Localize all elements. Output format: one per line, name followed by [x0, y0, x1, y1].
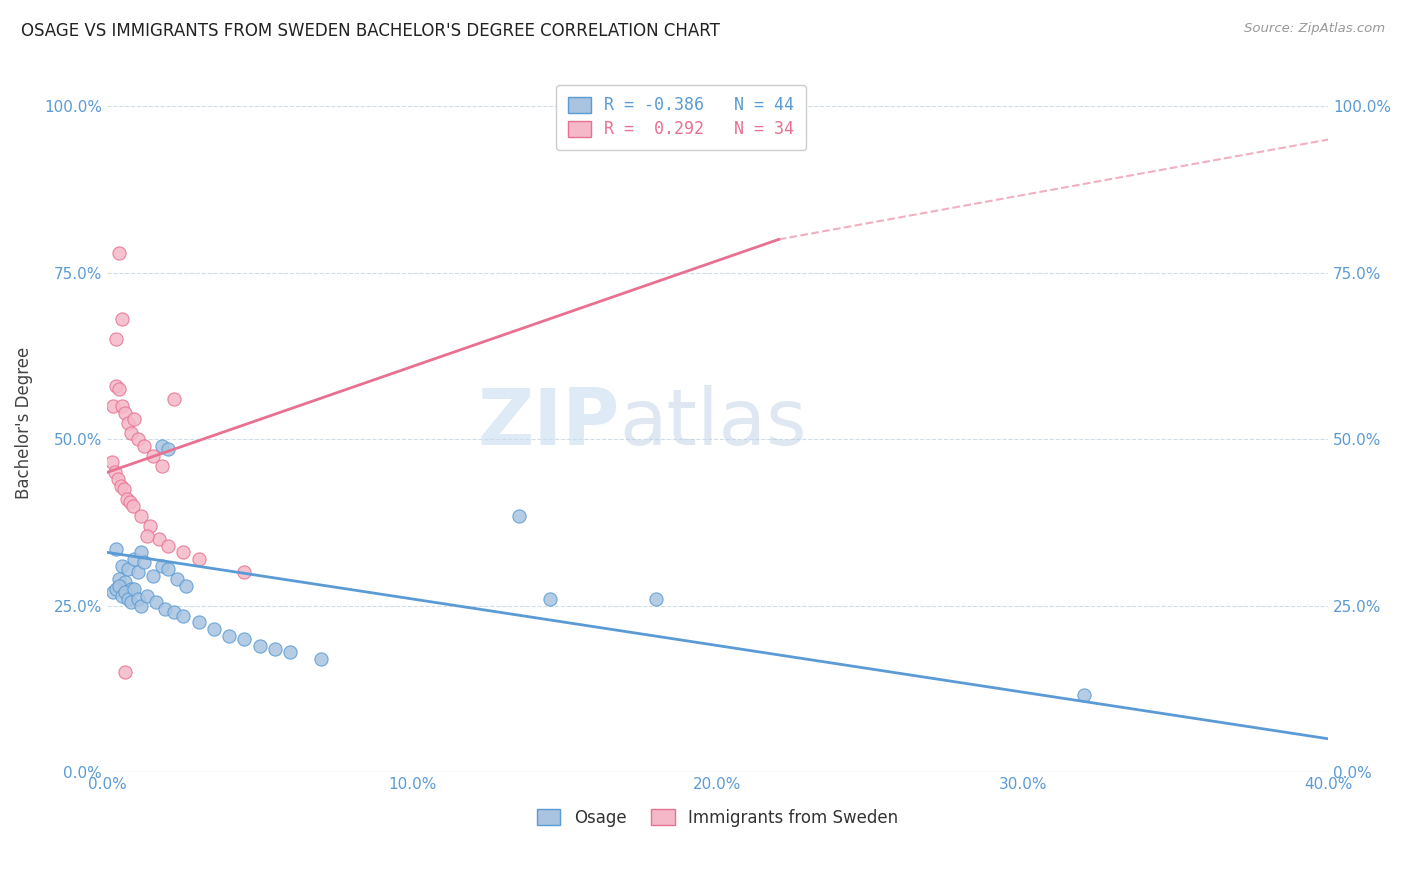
Point: [127, 432, 149, 446]
Point: [105, 332, 128, 346]
Point: [117, 562, 139, 576]
Point: [110, 479, 132, 493]
Point: [118, 495, 141, 509]
Point: [114, 665, 136, 680]
Point: [249, 639, 271, 653]
Point: [129, 508, 152, 523]
Point: [114, 575, 136, 590]
Point: [127, 591, 149, 606]
Point: [101, 585, 124, 599]
Point: [187, 552, 209, 566]
Point: [138, 518, 160, 533]
Point: [264, 641, 287, 656]
Point: [120, 595, 142, 609]
Point: [148, 532, 170, 546]
Legend: Osage, Immigrants from Sweden: Osage, Immigrants from Sweden: [530, 802, 905, 834]
Point: [163, 392, 186, 407]
Point: [142, 449, 165, 463]
Point: [218, 629, 240, 643]
Point: [645, 591, 668, 606]
Point: [107, 472, 129, 486]
Point: [111, 558, 134, 573]
Point: [117, 591, 139, 606]
Point: [114, 585, 136, 599]
Point: [135, 589, 157, 603]
Point: [108, 579, 131, 593]
Point: [105, 541, 128, 556]
Point: [233, 632, 256, 646]
Point: [117, 416, 139, 430]
Point: [112, 482, 135, 496]
Point: [124, 552, 146, 566]
Text: OSAGE VS IMMIGRANTS FROM SWEDEN BACHELOR'S DEGREE CORRELATION CHART: OSAGE VS IMMIGRANTS FROM SWEDEN BACHELOR…: [21, 22, 720, 40]
Point: [157, 442, 180, 457]
Point: [166, 572, 188, 586]
Point: [104, 466, 127, 480]
Point: [122, 499, 145, 513]
Point: [108, 572, 131, 586]
Point: [105, 379, 128, 393]
Point: [124, 582, 146, 596]
Point: [142, 568, 165, 582]
Point: [145, 595, 167, 609]
Y-axis label: Bachelor's Degree: Bachelor's Degree: [15, 346, 32, 499]
Point: [150, 558, 173, 573]
Point: [100, 455, 122, 469]
Point: [135, 529, 157, 543]
Point: [202, 622, 225, 636]
Point: [157, 539, 180, 553]
Point: [153, 602, 176, 616]
Point: [508, 508, 530, 523]
Point: [120, 582, 142, 596]
Point: [108, 245, 131, 260]
Point: [105, 582, 128, 596]
Text: ZIP: ZIP: [478, 384, 620, 460]
Text: Source: ZipAtlas.com: Source: ZipAtlas.com: [1244, 22, 1385, 36]
Point: [163, 605, 186, 619]
Point: [129, 545, 152, 559]
Text: atlas: atlas: [620, 384, 807, 460]
Point: [187, 615, 209, 630]
Point: [111, 399, 134, 413]
Point: [233, 566, 256, 580]
Point: [309, 652, 332, 666]
Point: [132, 555, 155, 569]
Point: [150, 458, 173, 473]
Point: [278, 645, 301, 659]
Point: [111, 589, 134, 603]
Point: [111, 312, 134, 326]
Point: [120, 425, 142, 440]
Point: [150, 439, 173, 453]
Point: [538, 591, 561, 606]
Point: [172, 608, 194, 623]
Point: [1073, 689, 1095, 703]
Point: [115, 492, 138, 507]
Point: [172, 545, 194, 559]
Point: [108, 382, 131, 396]
Point: [127, 566, 149, 580]
Point: [176, 579, 198, 593]
Point: [157, 562, 180, 576]
Point: [630, 99, 652, 113]
Point: [129, 599, 152, 613]
Point: [114, 405, 136, 419]
Point: [101, 399, 124, 413]
Point: [132, 439, 155, 453]
Point: [124, 412, 146, 426]
